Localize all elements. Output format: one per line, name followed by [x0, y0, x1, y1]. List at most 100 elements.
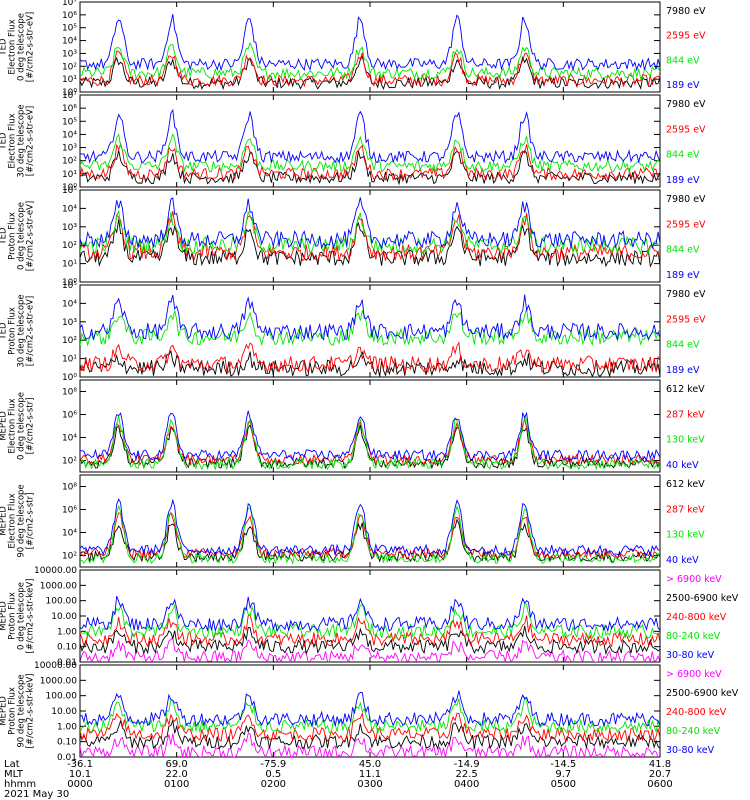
y-tick-label: 10⁰: [62, 183, 77, 193]
series-trace: [80, 197, 660, 250]
y-tick-label: 10²: [62, 552, 77, 562]
series-trace: [80, 108, 660, 164]
y-tick-label: 10⁰: [62, 88, 77, 98]
legend-entry: 287 keV: [666, 409, 705, 420]
x-tick-hhmm: 0600: [647, 779, 672, 790]
y-tick-label: 10⁴: [62, 204, 77, 214]
y-tick-label: 0.10: [57, 643, 77, 653]
y-tick-label: 100.00: [46, 692, 78, 702]
y-tick-label: 10⁰: [62, 278, 77, 288]
x-tick-hhmm: 0000: [67, 779, 92, 790]
y-tick-label: 10⁴: [62, 37, 77, 47]
y-tick-label: 10⁴: [62, 434, 77, 444]
legend-entry: 40 keV: [666, 555, 699, 566]
legend-entry: 844 eV: [666, 340, 700, 351]
legend-entry: 7980 eV: [666, 6, 706, 17]
series-trace: [80, 636, 660, 662]
series-trace: [80, 14, 660, 72]
y-axis-label: MEPEDElectron Flux90 deg telescope[#/cm2…: [0, 484, 36, 557]
legend-entry: 2595 eV: [666, 31, 706, 42]
legend-entry: 240-800 keV: [666, 707, 727, 718]
legend-entry: 189 eV: [666, 175, 700, 186]
series-trace: [80, 410, 660, 462]
x-row-label-mlt: MLT: [4, 769, 24, 780]
y-tick-label: 10⁵: [62, 186, 77, 196]
panel-8: 0.01 0.10 1.00 10.00 100.00 1000.00 10000.00 ME…: [0, 661, 739, 763]
y-axis-label: TEDElectron Flux0 deg telescope[#/cm2-s-…: [0, 12, 36, 82]
panel-6: 10² 10⁴ 10⁶ 10⁸ MEPEDElectron Flux90 deg tel…: [0, 474, 705, 568]
y-axis-label: MEPEDProton Flux0 deg telescope[#/cm2-s-…: [0, 579, 36, 654]
legend-entry: 2595 eV: [666, 314, 706, 325]
x-tick-lat: 69.0: [166, 759, 188, 770]
legend-entry: 287 keV: [666, 504, 705, 515]
panel-7: 0.01 0.10 1.00 10.00 100.00 1000.00 10000.00 ME…: [0, 566, 739, 668]
legend-entry: > 6900 keV: [666, 669, 722, 680]
panel-1: 10⁰ 10¹ 10² 10³ 10⁴ 10⁵ 10⁶ 10⁷ TEDElectron Flux…: [0, 0, 706, 98]
y-tick-label: 10³: [62, 318, 77, 328]
legend-entry: 2595 eV: [666, 219, 706, 230]
series-trace: [80, 142, 660, 182]
y-tick-label: 10²: [62, 241, 77, 251]
y-tick-label: 10⁵: [62, 24, 77, 34]
legend-entry: 7980 eV: [666, 289, 706, 300]
legend-entry: 844 eV: [666, 245, 700, 256]
x-tick-lat: -75.9: [260, 759, 286, 770]
x-tick-lat: 45.0: [359, 759, 381, 770]
legend-entry: 7980 eV: [666, 194, 706, 205]
legend-entry: 240-800 keV: [666, 612, 727, 623]
y-tick-label: 10²: [62, 62, 77, 72]
series-trace: [80, 133, 660, 174]
y-tick-label: 10⁶: [62, 11, 77, 21]
y-tick-label: 10¹: [62, 355, 77, 365]
y-tick-label: 10⁸: [62, 388, 77, 398]
series-trace: [80, 308, 660, 347]
series-trace: [80, 732, 660, 757]
x-tick-mlt: 0.5: [265, 769, 281, 780]
legend-entry: 2500-6900 keV: [666, 593, 739, 604]
y-tick-label: 0.01: [57, 753, 77, 763]
legend-entry: 189 eV: [666, 365, 700, 376]
y-tick-label: 10²: [62, 157, 77, 167]
series-trace: [80, 498, 660, 557]
y-axis-label: TEDElectron Flux30 deg telescope[#/cm2-s…: [0, 104, 36, 177]
y-tick-label: 10²: [62, 336, 77, 346]
legend-entry: 80-240 keV: [666, 726, 721, 737]
x-row-label-lat: Lat: [4, 759, 20, 770]
series-trace: [80, 595, 660, 633]
legend-entry: 130 keV: [666, 530, 705, 541]
y-tick-label: 10⁴: [62, 299, 77, 309]
y-axis-label: MEPEDProton Flux90 deg telescope[#/cm2-s…: [0, 674, 36, 749]
y-tick-label: 10⁸: [62, 483, 77, 493]
x-tick-hhmm: 0100: [164, 779, 189, 790]
y-tick-label: 10⁶: [62, 506, 77, 516]
y-tick-label: 0.01: [57, 658, 77, 668]
y-axis-label: TEDProton Flux30 deg telescope[#/cm2-s-s…: [0, 294, 36, 367]
legend-entry: 2500-6900 keV: [666, 688, 739, 699]
panel-4: 10⁰ 10¹ 10² 10³ 10⁴ 10⁵ TEDProton Flux30 deg t…: [0, 281, 706, 383]
panel-3: 10⁰ 10¹ 10² 10³ 10⁴ 10⁵ TEDProton Flux0 deg te…: [0, 186, 706, 288]
x-date-label: 2021 May 30: [4, 789, 69, 800]
series-trace: [80, 511, 660, 560]
y-axis-label: MEPEDElectron Flux0 deg telescope[#/cm2-…: [0, 392, 36, 460]
x-tick-hhmm: 0500: [551, 779, 576, 790]
y-tick-label: 10³: [62, 49, 77, 59]
x-axis-annotation: Lat MLT hhmm 2021 May 30 -36.110.10000 69…: [4, 759, 673, 800]
y-axis-label: TEDProton Flux0 deg telescope[#/cm2-s-st…: [0, 201, 36, 271]
series-trace: [80, 209, 660, 256]
y-tick-label: 1.00: [57, 722, 77, 732]
y-tick-label: 10000.00: [34, 661, 77, 671]
y-tick-label: 10³: [62, 223, 77, 233]
x-row-label-hhmm: hhmm: [4, 779, 36, 790]
y-tick-label: 10⁶: [62, 104, 77, 114]
legend-entry: > 6900 keV: [666, 574, 722, 585]
x-tick-mlt: 22.0: [166, 769, 188, 780]
y-tick-label: 0.10: [57, 738, 77, 748]
x-tick-hhmm: 0300: [357, 779, 382, 790]
y-tick-label: 10000.00: [34, 566, 77, 576]
x-tick-lat: 41.8: [649, 759, 671, 770]
series-trace: [80, 415, 660, 471]
series-trace: [80, 504, 660, 565]
legend-entry: 612 keV: [666, 479, 705, 490]
x-tick-mlt: 20.7: [649, 769, 671, 780]
x-tick-lat: -14.5: [550, 759, 576, 770]
